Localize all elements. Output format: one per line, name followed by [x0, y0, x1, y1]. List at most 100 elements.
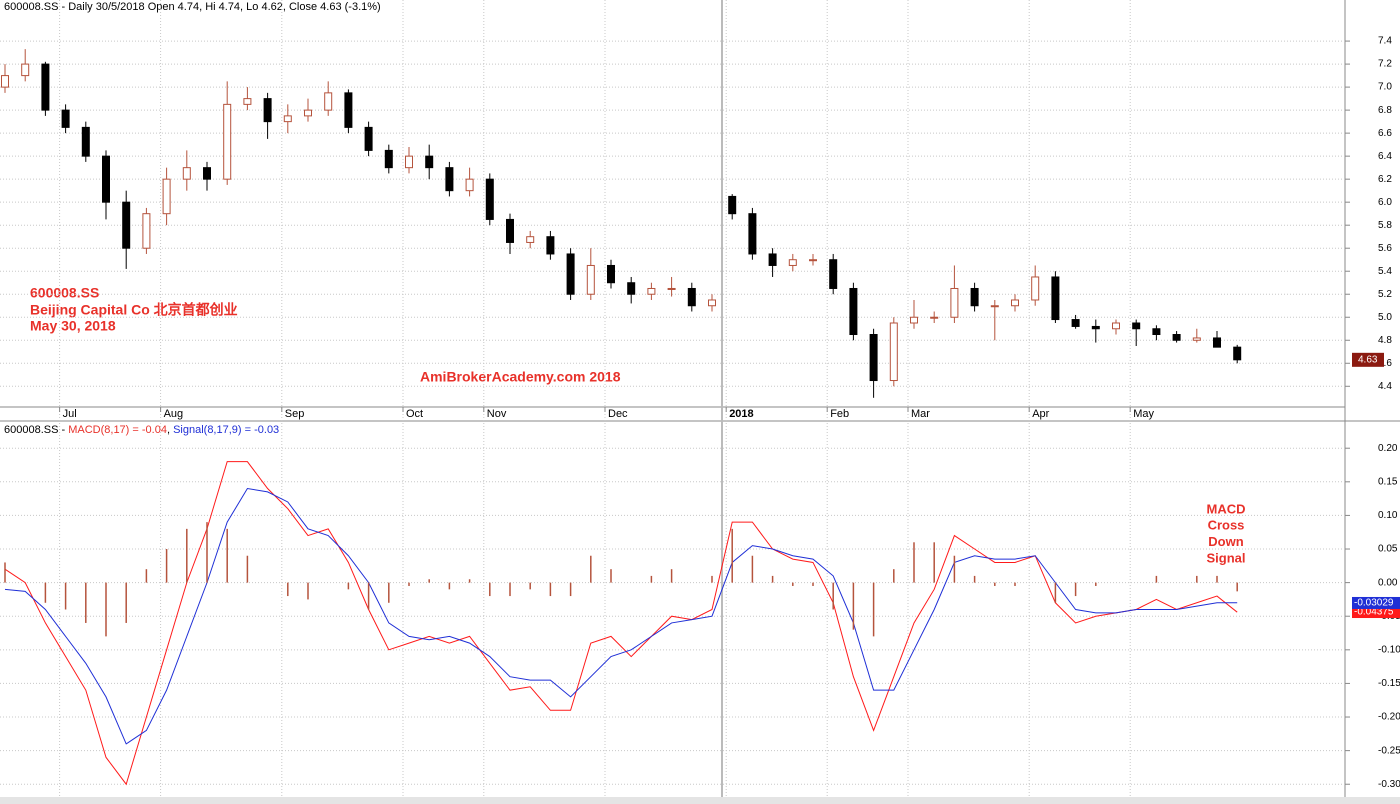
- x-tick-label: May: [1133, 408, 1154, 420]
- candle-body: [1112, 322, 1120, 330]
- candle-body: [667, 287, 676, 290]
- candle-body: [223, 103, 232, 180]
- candle-body: [384, 149, 393, 169]
- y-tick-label: 6.6: [1378, 128, 1392, 139]
- candle-body: [607, 264, 615, 284]
- x-tick-label: Aug: [164, 408, 184, 420]
- candle-body: [182, 167, 191, 180]
- candle-body: [1, 75, 9, 88]
- candle-body: [203, 167, 211, 180]
- last-value-label: -0.04375: [1354, 607, 1394, 618]
- candle-body: [566, 253, 575, 295]
- last-price-label: 4.63: [1358, 354, 1378, 365]
- y-tick-label: 0.00: [1378, 577, 1398, 588]
- x-tick-label: Feb: [830, 408, 849, 420]
- candle-body: [1172, 334, 1181, 341]
- y-tick-label: 0.10: [1378, 510, 1398, 521]
- y-tick-label: 4.4: [1378, 381, 1392, 392]
- x-tick-label: Nov: [487, 408, 507, 420]
- last-value-box: [1352, 596, 1400, 609]
- candle-body: [930, 316, 939, 319]
- y-tick-label: 0.15: [1378, 476, 1398, 487]
- y-tick-label: 6.2: [1378, 174, 1392, 185]
- candle-body: [263, 98, 272, 123]
- candle-body: [324, 92, 333, 111]
- annotation: Beijing Capital Co 北京首都创业: [30, 302, 238, 318]
- candle-body: [1192, 337, 1201, 341]
- candle-body: [425, 155, 434, 169]
- candle-body: [1071, 319, 1080, 327]
- y-tick-label: 7.4: [1378, 36, 1392, 47]
- candle-body: [1011, 299, 1019, 307]
- y-tick-label: 5.8: [1378, 220, 1392, 231]
- candle-body: [768, 253, 777, 266]
- annotation: Cross: [1208, 518, 1245, 533]
- header-part: 600008.SS -: [4, 424, 68, 436]
- x-tick-label: Sep: [285, 408, 305, 420]
- y-tick-label: 4.8: [1378, 335, 1392, 346]
- x-tick-label: Mar: [911, 408, 930, 420]
- annotation: 600008.SS: [30, 285, 99, 301]
- candle-body: [869, 334, 878, 382]
- y-tick-label: 6.0: [1378, 197, 1392, 208]
- y-tick-label: -0.25: [1378, 745, 1400, 756]
- candle-body: [708, 299, 716, 307]
- y-tick-label: 5.6: [1378, 243, 1392, 254]
- annotation: AmiBrokerAcademy.com 2018: [420, 369, 621, 385]
- y-tick-label: 6.8: [1378, 105, 1392, 116]
- chart-title: 600008.SS - Daily 30/5/2018 Open 4.74, H…: [4, 1, 381, 13]
- candle-body: [546, 236, 555, 255]
- sheet-tabs: [0, 797, 1400, 804]
- last-value-box: [1352, 606, 1400, 619]
- y-tick-label: 7.0: [1378, 82, 1392, 93]
- candle-body: [1233, 346, 1242, 361]
- candle-body: [809, 259, 817, 262]
- annotation: MACD: [1207, 501, 1246, 516]
- candle-body: [788, 259, 797, 266]
- candle-body: [142, 213, 151, 249]
- last-value-label: -0.03029: [1354, 598, 1394, 609]
- candle-body: [405, 155, 413, 169]
- indicator-line: [4, 461, 1238, 786]
- candle-body: [990, 305, 999, 308]
- y-tick-label: 4.6: [1378, 358, 1392, 369]
- candle-body: [687, 287, 696, 307]
- annotation: Signal: [1206, 550, 1245, 565]
- annotation: Down: [1208, 534, 1243, 549]
- candle-body: [364, 126, 373, 151]
- x-tick-label: Jul: [63, 408, 77, 420]
- annotation: May 30, 2018: [30, 318, 116, 334]
- candle-body: [586, 264, 595, 295]
- header-part: ,: [167, 424, 173, 436]
- panel-header: 600008.SS - MACD(8,17) = -0.04, Signal(8…: [4, 424, 279, 436]
- indicator-line: [4, 487, 1238, 745]
- candle-body: [889, 322, 898, 382]
- candle-body: [1051, 276, 1060, 321]
- candle-body: [526, 236, 535, 243]
- y-tick-label: 5.2: [1378, 289, 1392, 300]
- candle-body: [81, 126, 90, 157]
- candle-body: [485, 178, 494, 220]
- candle-body: [445, 167, 454, 192]
- candle-body: [506, 218, 514, 243]
- y-tick-label: -0.15: [1378, 678, 1400, 689]
- y-tick-label: 5.0: [1378, 312, 1392, 323]
- x-tick-label: Apr: [1032, 408, 1049, 420]
- candle-body: [647, 287, 656, 295]
- candle-body: [162, 178, 171, 215]
- candle-body: [728, 195, 737, 215]
- y-tick-label: 0.20: [1378, 443, 1398, 454]
- x-tick-label: Oct: [406, 408, 423, 420]
- candle-body: [950, 287, 959, 318]
- candle-body: [1031, 276, 1040, 301]
- candle-body: [61, 109, 70, 128]
- y-tick-label: -0.20: [1378, 712, 1400, 723]
- candle-body: [21, 63, 30, 77]
- candle-body: [970, 287, 979, 307]
- y-tick-label: -0.10: [1378, 644, 1400, 655]
- candle-body: [748, 213, 757, 255]
- y-tick-label: 6.4: [1378, 151, 1392, 162]
- y-tick-label: 5.4: [1378, 266, 1392, 277]
- candle-body: [1132, 322, 1141, 330]
